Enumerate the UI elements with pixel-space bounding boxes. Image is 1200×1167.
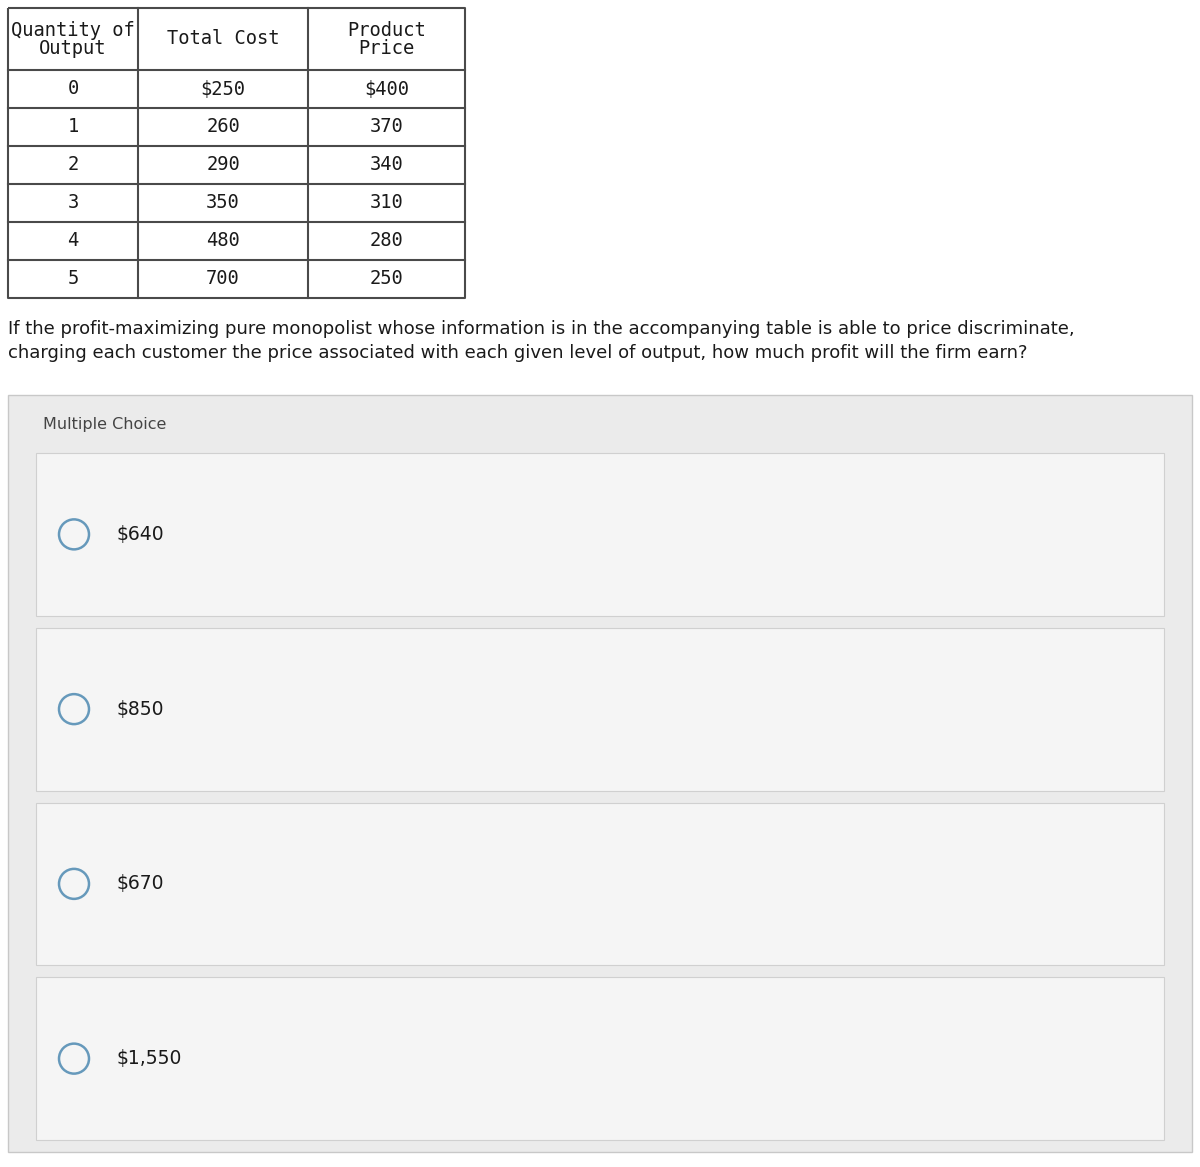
- Text: 480: 480: [206, 231, 240, 251]
- FancyBboxPatch shape: [36, 803, 1164, 965]
- Text: Quantity of: Quantity of: [11, 21, 134, 41]
- FancyBboxPatch shape: [36, 628, 1164, 790]
- Text: 310: 310: [370, 194, 403, 212]
- Text: 340: 340: [370, 155, 403, 175]
- Text: 280: 280: [370, 231, 403, 251]
- FancyBboxPatch shape: [36, 453, 1164, 616]
- Text: $670: $670: [116, 874, 163, 894]
- Text: Multiple Choice: Multiple Choice: [43, 418, 167, 433]
- Text: $850: $850: [116, 700, 163, 719]
- Text: 370: 370: [370, 118, 403, 137]
- FancyBboxPatch shape: [36, 977, 1164, 1140]
- Text: 5: 5: [67, 270, 79, 288]
- Text: 290: 290: [206, 155, 240, 175]
- Text: 3: 3: [67, 194, 79, 212]
- FancyBboxPatch shape: [8, 394, 1192, 1152]
- Text: Total Cost: Total Cost: [167, 29, 280, 49]
- Text: $250: $250: [200, 79, 246, 98]
- Text: 4: 4: [67, 231, 79, 251]
- Text: 1: 1: [67, 118, 79, 137]
- Text: charging each customer the price associated with each given level of output, how: charging each customer the price associa…: [8, 344, 1027, 362]
- Text: 350: 350: [206, 194, 240, 212]
- Text: $400: $400: [364, 79, 409, 98]
- Text: 250: 250: [370, 270, 403, 288]
- Text: $640: $640: [116, 525, 163, 544]
- Text: $1,550: $1,550: [116, 1049, 181, 1068]
- Text: 260: 260: [206, 118, 240, 137]
- Text: Price: Price: [359, 40, 415, 58]
- Text: 2: 2: [67, 155, 79, 175]
- Text: Product: Product: [347, 21, 426, 41]
- Text: 700: 700: [206, 270, 240, 288]
- Text: 0: 0: [67, 79, 79, 98]
- Text: If the profit-maximizing pure monopolist whose information is in the accompanyin: If the profit-maximizing pure monopolist…: [8, 320, 1075, 338]
- Text: Output: Output: [40, 40, 107, 58]
